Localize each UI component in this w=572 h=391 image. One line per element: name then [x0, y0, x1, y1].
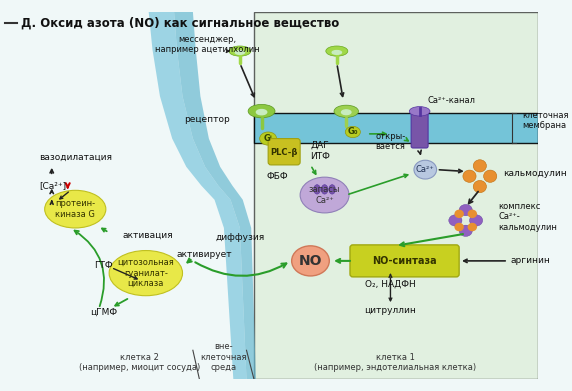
Text: ДАГ
ИТФ: ДАГ ИТФ [311, 141, 331, 161]
Ellipse shape [326, 46, 348, 56]
Ellipse shape [45, 190, 106, 228]
Text: Gⁱ: Gⁱ [264, 134, 272, 143]
Ellipse shape [260, 132, 277, 145]
Text: рецептор: рецептор [184, 115, 229, 124]
Text: запасы
Ca²⁺: запасы Ca²⁺ [309, 185, 340, 205]
Ellipse shape [229, 46, 251, 56]
Ellipse shape [334, 105, 359, 117]
Ellipse shape [414, 160, 436, 179]
FancyBboxPatch shape [350, 245, 459, 277]
Ellipse shape [329, 185, 335, 194]
Ellipse shape [292, 246, 329, 276]
Text: NO-синтаза: NO-синтаза [372, 256, 437, 266]
Ellipse shape [470, 215, 483, 226]
Ellipse shape [341, 110, 351, 115]
Ellipse shape [256, 109, 267, 115]
Text: цитозольная
гуанилат-
циклаза: цитозольная гуанилат- циклаза [117, 258, 174, 288]
Text: NO: NO [299, 254, 322, 268]
Text: ФБФ: ФБФ [267, 172, 288, 181]
Text: протеин-
киназа G: протеин- киназа G [55, 199, 96, 219]
Ellipse shape [459, 204, 472, 216]
Ellipse shape [454, 210, 464, 218]
Ellipse shape [248, 104, 275, 118]
Ellipse shape [314, 185, 320, 194]
Text: цитруллин: цитруллин [364, 306, 416, 315]
FancyBboxPatch shape [268, 138, 300, 165]
Text: цГМФ: цГМФ [90, 308, 117, 317]
Text: Ca²⁺-канал: Ca²⁺-канал [427, 97, 475, 106]
Text: PLC-β: PLC-β [271, 148, 298, 157]
Ellipse shape [467, 223, 477, 231]
FancyBboxPatch shape [254, 12, 538, 379]
Ellipse shape [473, 160, 486, 172]
Text: Д. Оксид азота (NO) как сигнальное вещество: Д. Оксид азота (NO) как сигнальное вещес… [21, 16, 339, 29]
Ellipse shape [449, 215, 462, 226]
Ellipse shape [235, 50, 245, 54]
Text: активация: активация [122, 231, 173, 240]
FancyBboxPatch shape [411, 110, 428, 148]
Ellipse shape [332, 50, 341, 54]
Ellipse shape [463, 170, 476, 182]
Text: вне-
клеточная
среда: вне- клеточная среда [201, 342, 247, 372]
Ellipse shape [473, 180, 486, 193]
Ellipse shape [345, 126, 360, 138]
FancyBboxPatch shape [254, 113, 538, 143]
Ellipse shape [459, 225, 472, 237]
Text: кальмодулин: кальмодулин [503, 169, 567, 178]
Ellipse shape [109, 251, 182, 296]
Text: O₂, НАДФН: O₂, НАДФН [365, 280, 416, 289]
Ellipse shape [300, 177, 349, 213]
Text: мессенджер,
например ацетилхолин: мессенджер, например ацетилхолин [154, 35, 259, 54]
Ellipse shape [483, 170, 496, 182]
Text: аргинин: аргинин [511, 256, 551, 265]
Text: откры-
вается: откры- вается [375, 132, 406, 151]
Ellipse shape [467, 210, 477, 218]
Text: диффузия: диффузия [215, 233, 264, 242]
Ellipse shape [410, 107, 430, 116]
Text: [Ca²⁺]: [Ca²⁺] [39, 181, 67, 190]
Text: комплекс
Ca²⁺-
кальмодулин: комплекс Ca²⁺- кальмодулин [499, 202, 558, 231]
Ellipse shape [454, 223, 464, 231]
Text: ГТФ: ГТФ [94, 261, 113, 270]
Text: Ca²⁺: Ca²⁺ [416, 165, 435, 174]
Text: вазодилатация: вазодилатация [39, 153, 113, 162]
Text: клеточная
мембрана: клеточная мембрана [522, 111, 569, 131]
Text: G₀: G₀ [348, 127, 358, 136]
Polygon shape [149, 12, 247, 379]
Ellipse shape [321, 185, 328, 194]
Text: клетка 2
(например, миоцит сосуда): клетка 2 (например, миоцит сосуда) [78, 353, 200, 372]
Polygon shape [174, 12, 256, 379]
Text: клетка 1
(например, эндотелиальная клетка): клетка 1 (например, эндотелиальная клетк… [314, 353, 476, 372]
Text: активирует: активирует [176, 250, 232, 259]
